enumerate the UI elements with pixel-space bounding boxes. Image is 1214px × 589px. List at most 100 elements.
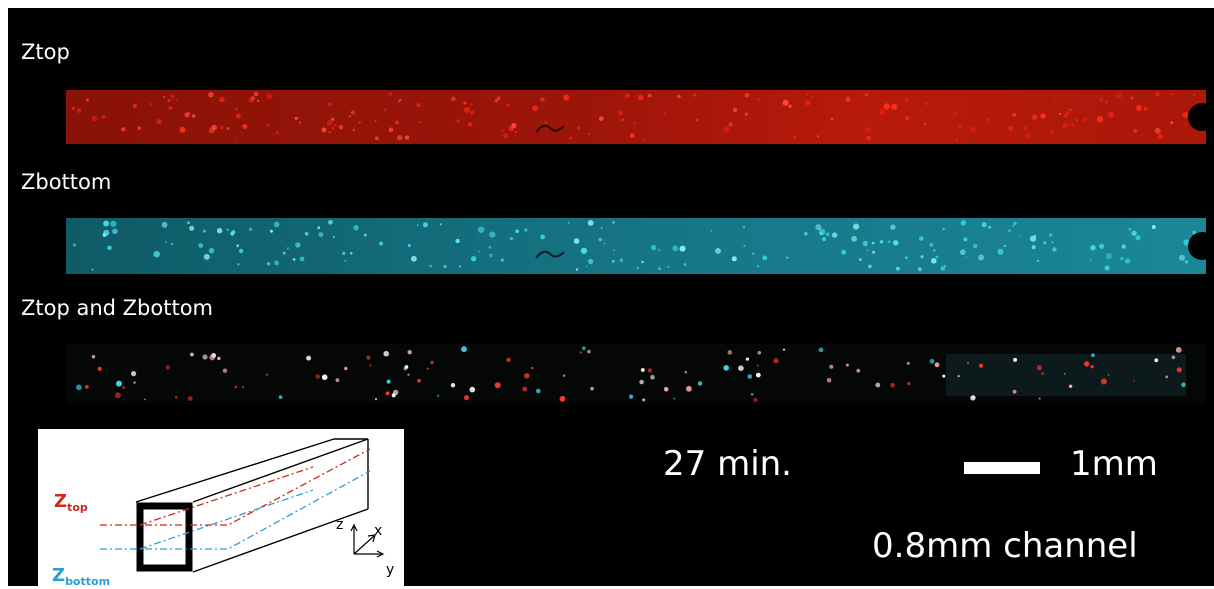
particle: [757, 265, 760, 268]
particle: [72, 243, 77, 247]
particle: [1116, 92, 1122, 99]
particle: [459, 265, 462, 268]
particle: [933, 249, 936, 252]
particle: [943, 265, 946, 268]
particle: [397, 135, 403, 141]
particle: [266, 123, 270, 127]
particle: [637, 94, 644, 101]
particle: [103, 220, 110, 227]
particle: [587, 258, 594, 265]
particle: [1107, 374, 1110, 376]
particle: [686, 385, 692, 392]
particle: [732, 107, 738, 113]
particle: [757, 98, 760, 101]
particle: [1052, 247, 1057, 252]
particle: [1099, 243, 1105, 249]
particle: [501, 129, 504, 132]
particle: [575, 268, 579, 271]
particle: [463, 106, 470, 114]
particle: [422, 222, 428, 228]
particle: [875, 382, 881, 388]
particle: [515, 229, 519, 234]
particle: [817, 135, 819, 138]
particle: [981, 222, 987, 228]
particle: [443, 264, 447, 269]
particle: [1171, 93, 1174, 96]
particle: [170, 242, 174, 246]
particle: [845, 96, 851, 102]
particle: [1154, 358, 1159, 363]
particle: [226, 228, 229, 231]
particle: [1184, 123, 1187, 126]
particle: [747, 374, 753, 379]
particle: [489, 253, 493, 258]
particle: [636, 266, 639, 270]
particle: [731, 256, 737, 262]
particle: [385, 391, 390, 396]
particle: [1068, 108, 1072, 112]
particle: [618, 114, 620, 116]
particle: [1038, 397, 1041, 400]
particle: [417, 378, 421, 383]
particle: [242, 124, 248, 129]
particle: [1131, 230, 1137, 236]
particle: [315, 374, 320, 379]
particle: [640, 368, 645, 372]
particle: [1135, 235, 1141, 241]
scale-bar: [964, 462, 1040, 474]
particle: [695, 119, 699, 122]
particle: [1124, 258, 1131, 264]
particle: [437, 394, 440, 397]
particle: [1104, 265, 1110, 271]
particle: [208, 247, 215, 254]
merged-channel-image: [66, 344, 1206, 404]
particle: [818, 347, 824, 353]
particle: [896, 266, 900, 271]
particle: [697, 381, 703, 386]
particle: [168, 106, 173, 110]
particle: [326, 120, 333, 126]
particle: [867, 264, 872, 269]
particle: [429, 264, 433, 268]
particle: [581, 346, 586, 351]
particle: [374, 398, 378, 401]
particle: [467, 122, 473, 127]
particle: [508, 125, 514, 132]
z-top-label: Ztop: [54, 491, 88, 514]
particle: [137, 126, 142, 130]
particle: [1064, 114, 1067, 118]
particle: [363, 233, 367, 237]
particle: [1179, 254, 1185, 261]
particle: [1154, 127, 1161, 134]
particle: [97, 366, 102, 371]
particle: [1025, 132, 1031, 138]
particle: [1091, 353, 1095, 358]
particle: [1043, 241, 1047, 245]
particle: [673, 397, 676, 400]
particle: [773, 358, 779, 364]
particle: [416, 224, 419, 227]
particle: [496, 96, 501, 101]
particle: [757, 351, 762, 355]
particle: [893, 240, 899, 246]
particle: [451, 96, 456, 102]
particle: [825, 105, 829, 109]
particle: [133, 381, 136, 384]
particle: [871, 241, 875, 245]
particle: [391, 393, 396, 398]
particle: [388, 127, 394, 133]
particle: [1133, 379, 1136, 382]
particle: [667, 266, 670, 268]
particle: [219, 125, 224, 130]
particle: [1089, 259, 1092, 262]
particle: [1120, 256, 1124, 261]
particle: [651, 245, 657, 251]
particle: [426, 367, 429, 370]
particle: [891, 103, 898, 110]
particle: [1031, 114, 1038, 120]
particle: [1193, 93, 1196, 96]
particle: [91, 355, 96, 359]
particle: [388, 92, 393, 96]
particle: [743, 226, 745, 229]
particle: [234, 385, 237, 389]
